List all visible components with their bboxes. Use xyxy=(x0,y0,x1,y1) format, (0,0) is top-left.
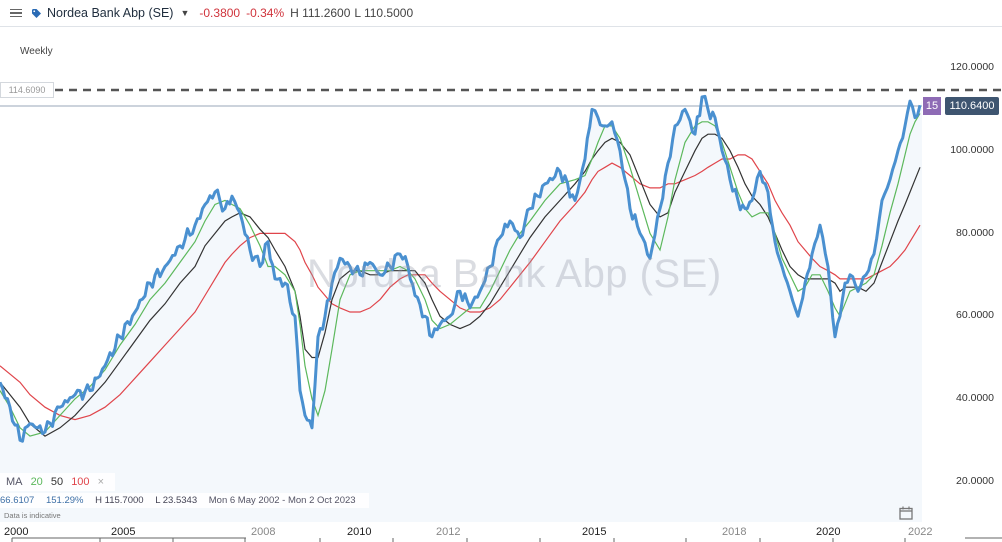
close-icon[interactable]: × xyxy=(97,476,105,488)
price-line xyxy=(0,94,922,443)
price-change: -0.3800 xyxy=(199,6,241,20)
price-area xyxy=(0,96,922,442)
disclaimer: Data is indicative xyxy=(4,511,61,520)
range-stats: 66.6107 151.29% H 115.7000 L 23.5343 Mon… xyxy=(0,493,369,508)
ma50-period[interactable]: 50 xyxy=(50,476,64,488)
x-tick-label: 2005 xyxy=(111,526,136,538)
ma100-period[interactable]: 100 xyxy=(71,476,90,488)
instrument-name[interactable]: Nordea Bank Abp (SE) xyxy=(47,6,174,20)
calendar-icon[interactable] xyxy=(899,506,913,520)
x-tick-label: 2022 xyxy=(908,526,933,538)
x-tick-label: 2015 xyxy=(582,526,607,538)
y-tick-label: 20.0000 xyxy=(956,475,994,487)
chevron-down-icon[interactable]: ▼ xyxy=(180,8,190,18)
reference-line-label[interactable]: 114.6090 xyxy=(0,82,54,98)
ma20-period[interactable]: 20 xyxy=(30,476,43,488)
range-change: 66.6107 xyxy=(0,495,35,506)
price-change-percent: -0.34% xyxy=(246,6,285,20)
last-price-tag: 110.6400 xyxy=(945,97,999,115)
range-high: H 115.7000 xyxy=(95,495,144,506)
navigator-ticks xyxy=(11,537,1002,542)
x-tick-label: 2010 xyxy=(347,526,372,538)
y-tick-label: 120.0000 xyxy=(950,61,994,73)
ma-legend[interactable]: MA 20 50 100 × xyxy=(0,473,116,491)
x-tick-label: 2012 xyxy=(436,526,461,538)
x-tick-label: 2000 xyxy=(4,526,29,538)
chart-watermark: Nordea Bank Abp (SE) xyxy=(307,252,722,296)
y-tick-label: 60.0000 xyxy=(956,309,994,321)
date-range: Mon 6 May 2002 - Mon 2 Oct 2023 xyxy=(208,495,356,506)
x-tick-label: 2018 xyxy=(722,526,747,538)
x-tick-label: 2020 xyxy=(816,526,841,538)
ma100-line xyxy=(0,154,921,421)
y-tick-label: 40.0000 xyxy=(956,392,994,404)
x-tick-label: 2008 xyxy=(251,526,276,538)
hamburger-icon[interactable] xyxy=(10,8,22,18)
y-tick-label: 80.0000 xyxy=(956,227,994,239)
countdown-badge: 15 xyxy=(923,97,941,115)
ma-label: MA xyxy=(6,476,23,488)
range-change-percent: 151.29% xyxy=(45,495,84,506)
day-high: H 111.2600 xyxy=(290,6,351,20)
range-low: L 23.5343 xyxy=(155,495,198,506)
day-low: L 110.5000 xyxy=(354,6,414,20)
interval-label[interactable]: Weekly xyxy=(20,46,53,57)
y-tick-label: 100.0000 xyxy=(950,144,994,156)
instrument-header: Nordea Bank Abp (SE) ▼ -0.3800 -0.34% H … xyxy=(0,0,1002,27)
tag-icon xyxy=(32,8,41,18)
